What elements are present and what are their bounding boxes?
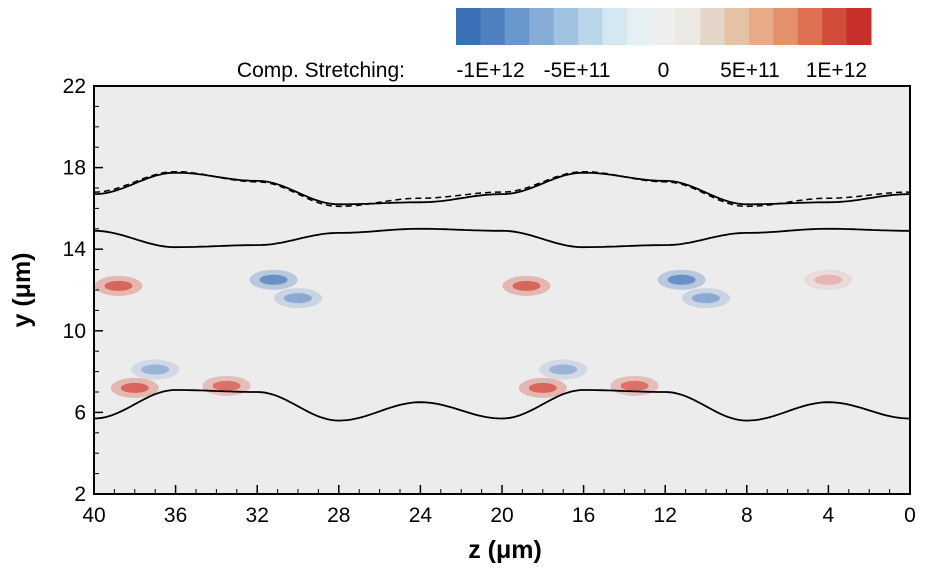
colorbar-title: Comp. Stretching: bbox=[237, 59, 405, 82]
positive-stretching-region bbox=[804, 269, 853, 290]
y-tick-label: 18 bbox=[63, 157, 86, 180]
negative-stretching-region bbox=[539, 359, 588, 380]
y-tick-label: 2 bbox=[74, 483, 86, 506]
negative-stretching-region-core bbox=[692, 293, 720, 304]
colorbar-swatch bbox=[578, 8, 603, 45]
x-tick-label: 12 bbox=[654, 504, 677, 527]
negative-stretching-region-core bbox=[667, 274, 696, 285]
y-axis: 2 6 10 14 18 22 bbox=[63, 75, 103, 506]
stretching-field bbox=[94, 269, 853, 398]
negative-stretching-region bbox=[274, 288, 322, 309]
x-tick-label: 20 bbox=[490, 504, 513, 527]
colorbar-tick-label: -5E+11 bbox=[544, 59, 611, 82]
x-tick-label: 40 bbox=[82, 504, 105, 527]
interface-line-solid bbox=[94, 227, 910, 249]
y-tick-label: 22 bbox=[63, 75, 86, 98]
x-tick-label: 36 bbox=[164, 504, 187, 527]
colorbar-tick-labels: -1E+12 -5E+11 0 5E+11 1E+12 bbox=[456, 59, 867, 82]
x-axis-label: z (μm) bbox=[468, 536, 542, 564]
colorbar-swatch bbox=[700, 8, 726, 45]
y-axis-label: y (μm) bbox=[8, 252, 36, 327]
colorbar-swatch bbox=[626, 8, 652, 45]
interface-line-solid bbox=[94, 389, 910, 422]
colorbar-swatch bbox=[602, 8, 628, 45]
colorbar-swatch bbox=[480, 8, 506, 45]
negative-stretching-region-core bbox=[141, 364, 170, 375]
x-tick-label: 28 bbox=[327, 504, 350, 527]
interface-line-solid bbox=[94, 171, 910, 206]
x-tick-label: 32 bbox=[246, 504, 269, 527]
negative-stretching-region bbox=[131, 359, 180, 380]
x-tick-label: 4 bbox=[823, 504, 835, 527]
negative-stretching-region-core bbox=[259, 274, 288, 285]
colorbar-swatch bbox=[456, 8, 481, 45]
positive-stretching-region-core bbox=[620, 380, 649, 391]
negative-stretching-region-core bbox=[549, 364, 578, 375]
y-tick-label: 14 bbox=[63, 238, 87, 261]
x-tick-label: 0 bbox=[904, 504, 916, 527]
x-tick-label: 24 bbox=[409, 504, 433, 527]
positive-stretching-region-core bbox=[120, 382, 149, 393]
colorbar-swatch bbox=[773, 8, 799, 45]
x-tick-label: 8 bbox=[741, 504, 753, 527]
negative-stretching-region bbox=[682, 288, 730, 309]
colorbar-swatch bbox=[724, 8, 750, 45]
colorbar-swatch bbox=[529, 8, 555, 45]
interface-lines bbox=[94, 170, 910, 422]
negative-stretching-region-core bbox=[284, 293, 312, 304]
positive-stretching-region-core bbox=[528, 382, 557, 393]
positive-stretching-region-core bbox=[814, 274, 843, 285]
colorbar-swatch bbox=[822, 8, 848, 45]
x-axis: 40 36 32 28 24 20 16 12 8 4 0 bbox=[82, 485, 916, 527]
colorbar-tick-label: 5E+11 bbox=[720, 59, 780, 82]
y-tick-label: 6 bbox=[74, 401, 86, 424]
colorbar-swatch bbox=[651, 8, 677, 45]
x-tick-label: 16 bbox=[572, 504, 595, 527]
colorbar-swatch bbox=[797, 8, 823, 45]
positive-stretching-region-core bbox=[212, 380, 241, 391]
colorbar bbox=[456, 8, 872, 45]
colorbar-tick-label: 0 bbox=[658, 59, 670, 82]
y-tick-label: 10 bbox=[63, 320, 86, 343]
colorbar-tick-label: 1E+12 bbox=[806, 59, 867, 82]
plot-background bbox=[94, 86, 910, 494]
colorbar-swatch bbox=[846, 8, 872, 45]
positive-stretching-region-core bbox=[512, 280, 541, 291]
colorbar-tick-label: -1E+12 bbox=[456, 59, 524, 82]
positive-stretching-region-core bbox=[104, 280, 133, 291]
colorbar-swatch bbox=[675, 8, 701, 45]
colorbar-swatch bbox=[748, 8, 774, 45]
colorbar-swatch bbox=[504, 8, 530, 45]
colorbar-swatch bbox=[553, 8, 579, 45]
